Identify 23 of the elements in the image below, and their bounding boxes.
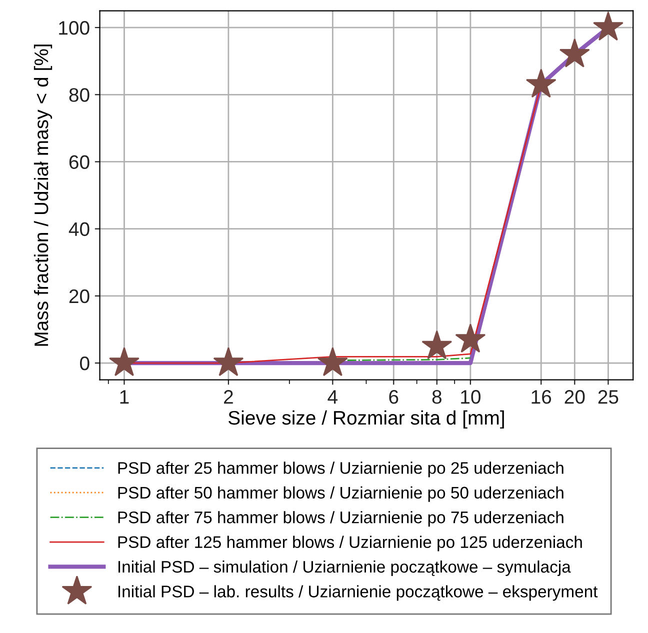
x-tick-label: 6 [389,390,398,404]
x-tick-label: 8 [432,390,442,404]
x-tick-label: 1 [120,390,129,404]
y-tick-label: 100 [59,21,90,35]
legend-label: PSD after 75 hammer blows / Uziarnienie po 75 uderzeniach [118,511,564,527]
x-axis-title: Sieve size / Rozmiar sita d [mm] [228,410,504,429]
legend-label: PSD after 25 hammer blows / Uziarnienie po 25 uderzeniach [118,462,564,478]
x-tick-label: 10 [461,390,480,404]
legend-label: PSD after 50 hammer blows / Uziarnienie po 50 uderzeniach [118,486,564,502]
y-tick-label: 20 [69,289,90,304]
x-tick-label: 2 [224,390,233,404]
x-tick-label: 4 [328,390,338,404]
y-tick-label: 40 [68,222,90,236]
x-tick-label: 16 [532,390,552,404]
x-tick-label: 25 [598,390,618,404]
legend-label: Initial PSD – lab. results / Uziarnienie początkowe – eksperyment [118,585,598,601]
legend-label: PSD after 125 hammer blows / Uziarnienie po 125 uderzeniach [118,536,582,552]
legend-label: Initial PSD – simulation / Uziarnienie początkowe – symulacja [118,560,571,576]
y-tick-label: 80 [69,88,90,102]
y-axis-title: Mass fraction / Udział masy < d [%] [34,44,52,346]
y-tick-label: 0 [80,356,90,370]
x-tick-label: 20 [564,390,585,404]
y-tick-label: 60 [69,155,90,169]
